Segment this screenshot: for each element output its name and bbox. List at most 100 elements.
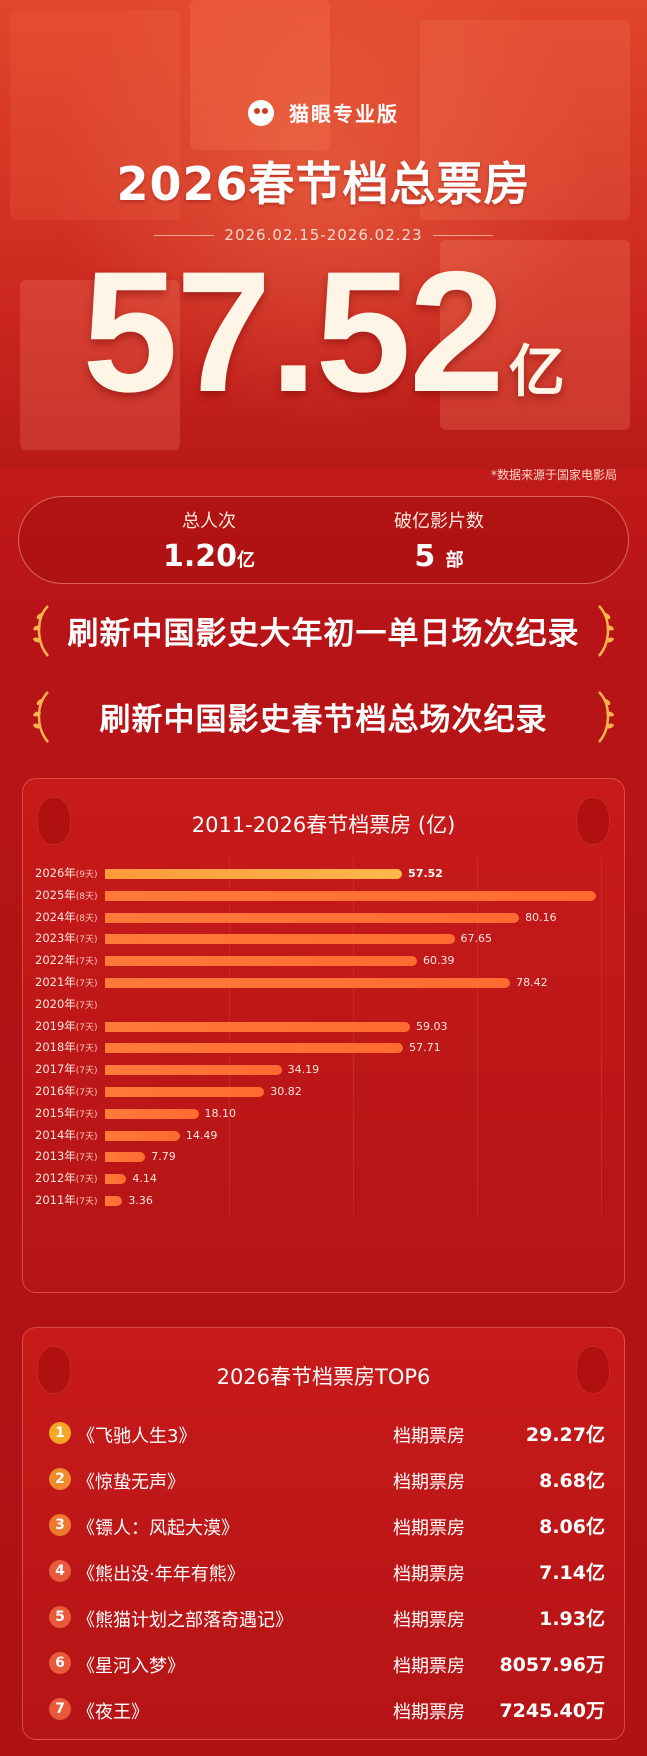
bar-2014年 [105, 1130, 180, 1141]
bar-days: (7天) [75, 979, 98, 989]
film-box-office: 29.27亿 [525, 1424, 605, 1446]
maoyan-cat-icon [248, 99, 275, 126]
lantern-decoration [576, 797, 610, 845]
poster-collage [190, 0, 330, 150]
bar-value-label: 18.10 [204, 1106, 237, 1120]
bar-2025年 [105, 890, 597, 901]
films-unit: 部 [445, 550, 464, 571]
bar-2024年 [105, 912, 520, 923]
bar-value-label: 7.79 [151, 1150, 176, 1164]
film-name: 《熊猫计划之部落奇遇记》 [77, 1610, 293, 1631]
hero-banner [0, 0, 647, 470]
bar-2023年 [105, 934, 455, 945]
chart-gridline [229, 857, 230, 1216]
bar-year: 2015年 [35, 1105, 76, 1120]
film-name: 《惊蛰无声》 [77, 1472, 185, 1493]
bar-value-label: 4.14 [132, 1172, 157, 1186]
total-number: 57.52 [82, 236, 504, 428]
chart-gridline [477, 857, 478, 1216]
top6-panel: 2026春节档票房TOP6 1 《飞驰人生3》 档期票房 29.27亿 2 《惊蛰无声》档… [22, 1327, 625, 1740]
bar-category-label: 2016年(7天) [35, 1083, 98, 1099]
film-name: 《熊出没·年年有熊》 [77, 1564, 245, 1585]
bar-year: 2025年 [35, 887, 76, 902]
poster-collage [440, 240, 630, 430]
bar-category-label: 2012年(7天) [35, 1170, 98, 1186]
total-box-office: 57.52 亿 [40, 246, 607, 418]
bar-value-label: 14.49 [185, 1128, 218, 1142]
bar-value-label: 78.42 [516, 976, 548, 989]
bar-days: (7天) [75, 1175, 98, 1186]
bar-category-label: 2026年(9天) [35, 865, 98, 881]
top6-row: 7 《夜王》 档期票房 7245.40万 [49, 1692, 609, 1730]
bar-days: (7天) [75, 1088, 98, 1098]
bar-2021年 [105, 978, 511, 988]
laurel-right-icon [598, 605, 614, 657]
bar-2015年 [105, 1108, 199, 1119]
film-name: 《飞驰人生3》 [77, 1426, 197, 1447]
film-column-label: 档期票房 [393, 1564, 465, 1585]
rank-badge: 7 [49, 1698, 71, 1720]
bar-value-label: 3.36 [128, 1194, 153, 1207]
film-column-label: 档期票房 [393, 1656, 465, 1677]
chart-gridline [353, 857, 354, 1216]
bar-year: 2020年 [35, 996, 76, 1011]
stat-admissions-value: 1.20亿 [109, 539, 309, 574]
bar-year: 2019年 [35, 1018, 76, 1033]
bar-year: 2012年 [35, 1171, 76, 1186]
stats-box: 总人次 1.20亿 破亿影片数 5 部 [18, 496, 629, 584]
stat-films: 破亿影片数 5 部 [339, 507, 539, 574]
bar-category-label: 2023年(7天) [35, 930, 98, 946]
bar-days: (7天) [75, 1109, 98, 1120]
bar-category-label: 2017年(7天) [35, 1061, 98, 1077]
bar-days: (7天) [75, 1022, 98, 1033]
bar-category-label: 2011年(7天) [35, 1192, 98, 1208]
bar-days: (9天) [75, 870, 98, 880]
film-name: 《镖人：风起大漠》 [77, 1518, 239, 1539]
laurel-left-icon [33, 691, 49, 743]
top6-row: 4 《熊出没·年年有熊》 档期票房 7.14亿 [49, 1554, 609, 1592]
bar-2016年 [105, 1087, 265, 1097]
bar-2022年 [105, 956, 417, 967]
bar-2018年 [105, 1043, 404, 1054]
film-box-office: 8.06亿 [539, 1516, 605, 1538]
laurel-right-icon [598, 691, 614, 743]
bar-value-label: 57.52 [408, 867, 443, 880]
bar-chart: 2026年(9天) 57.52 2025年(8天) 2024年(8天) 80.16 202… [23, 779, 626, 1294]
brand-header: 猫眼专业版 [0, 98, 647, 127]
bar-2013年 [105, 1152, 146, 1163]
lantern-decoration [37, 1346, 71, 1394]
poster-collage [10, 10, 180, 220]
bar-year: 2011年 [35, 1193, 76, 1207]
top6-row: 2 《惊蛰无声》 档期票房 8.68亿 [49, 1462, 609, 1500]
bar-category-label: 2022年(7天) [35, 952, 98, 968]
bar-days: (7天) [75, 1066, 98, 1077]
bar-year: 2018年 [35, 1040, 76, 1055]
rank-badge: 3 [49, 1514, 71, 1536]
bar-days: (7天) [75, 1000, 98, 1011]
bar-year: 2014年 [35, 1127, 76, 1142]
top6-title: 2026春节档票房TOP6 [216, 1365, 431, 1389]
total-unit: 亿 [508, 340, 565, 403]
stat-admissions: 总人次 1.20亿 [109, 507, 309, 574]
bar-value-label: 30.82 [270, 1085, 302, 1098]
bar-2017年 [105, 1065, 282, 1076]
bar-days: (8天) [75, 891, 98, 902]
page-title: 2026春节档总票房 [116, 157, 531, 211]
laurel-left-icon [33, 605, 49, 657]
bar-category-label: 2013年(7天) [35, 1148, 98, 1164]
bar-days: (8天) [75, 913, 98, 924]
top6-row: 1 《飞驰人生3》 档期票房 29.27亿 [49, 1416, 609, 1454]
film-column-label: 档期票房 [393, 1518, 465, 1539]
bar-category-label: 2019年(7天) [35, 1018, 98, 1034]
bar-year: 2016年 [35, 1084, 76, 1098]
film-column-label: 档期票房 [393, 1702, 465, 1723]
bar-days: (7天) [75, 1044, 98, 1055]
film-box-office: 7245.40万 [499, 1700, 605, 1722]
bar-category-label: 2025年(8天) [35, 887, 98, 903]
film-box-office: 1.93亿 [539, 1608, 605, 1630]
top6-row: 3 《镖人：风起大漠》 档期票房 8.06亿 [49, 1508, 609, 1546]
poster-collage [20, 280, 180, 450]
stat-films-value: 5 部 [339, 539, 539, 574]
admissions-unit: 亿 [237, 550, 256, 571]
film-column-label: 档期票房 [393, 1610, 465, 1631]
